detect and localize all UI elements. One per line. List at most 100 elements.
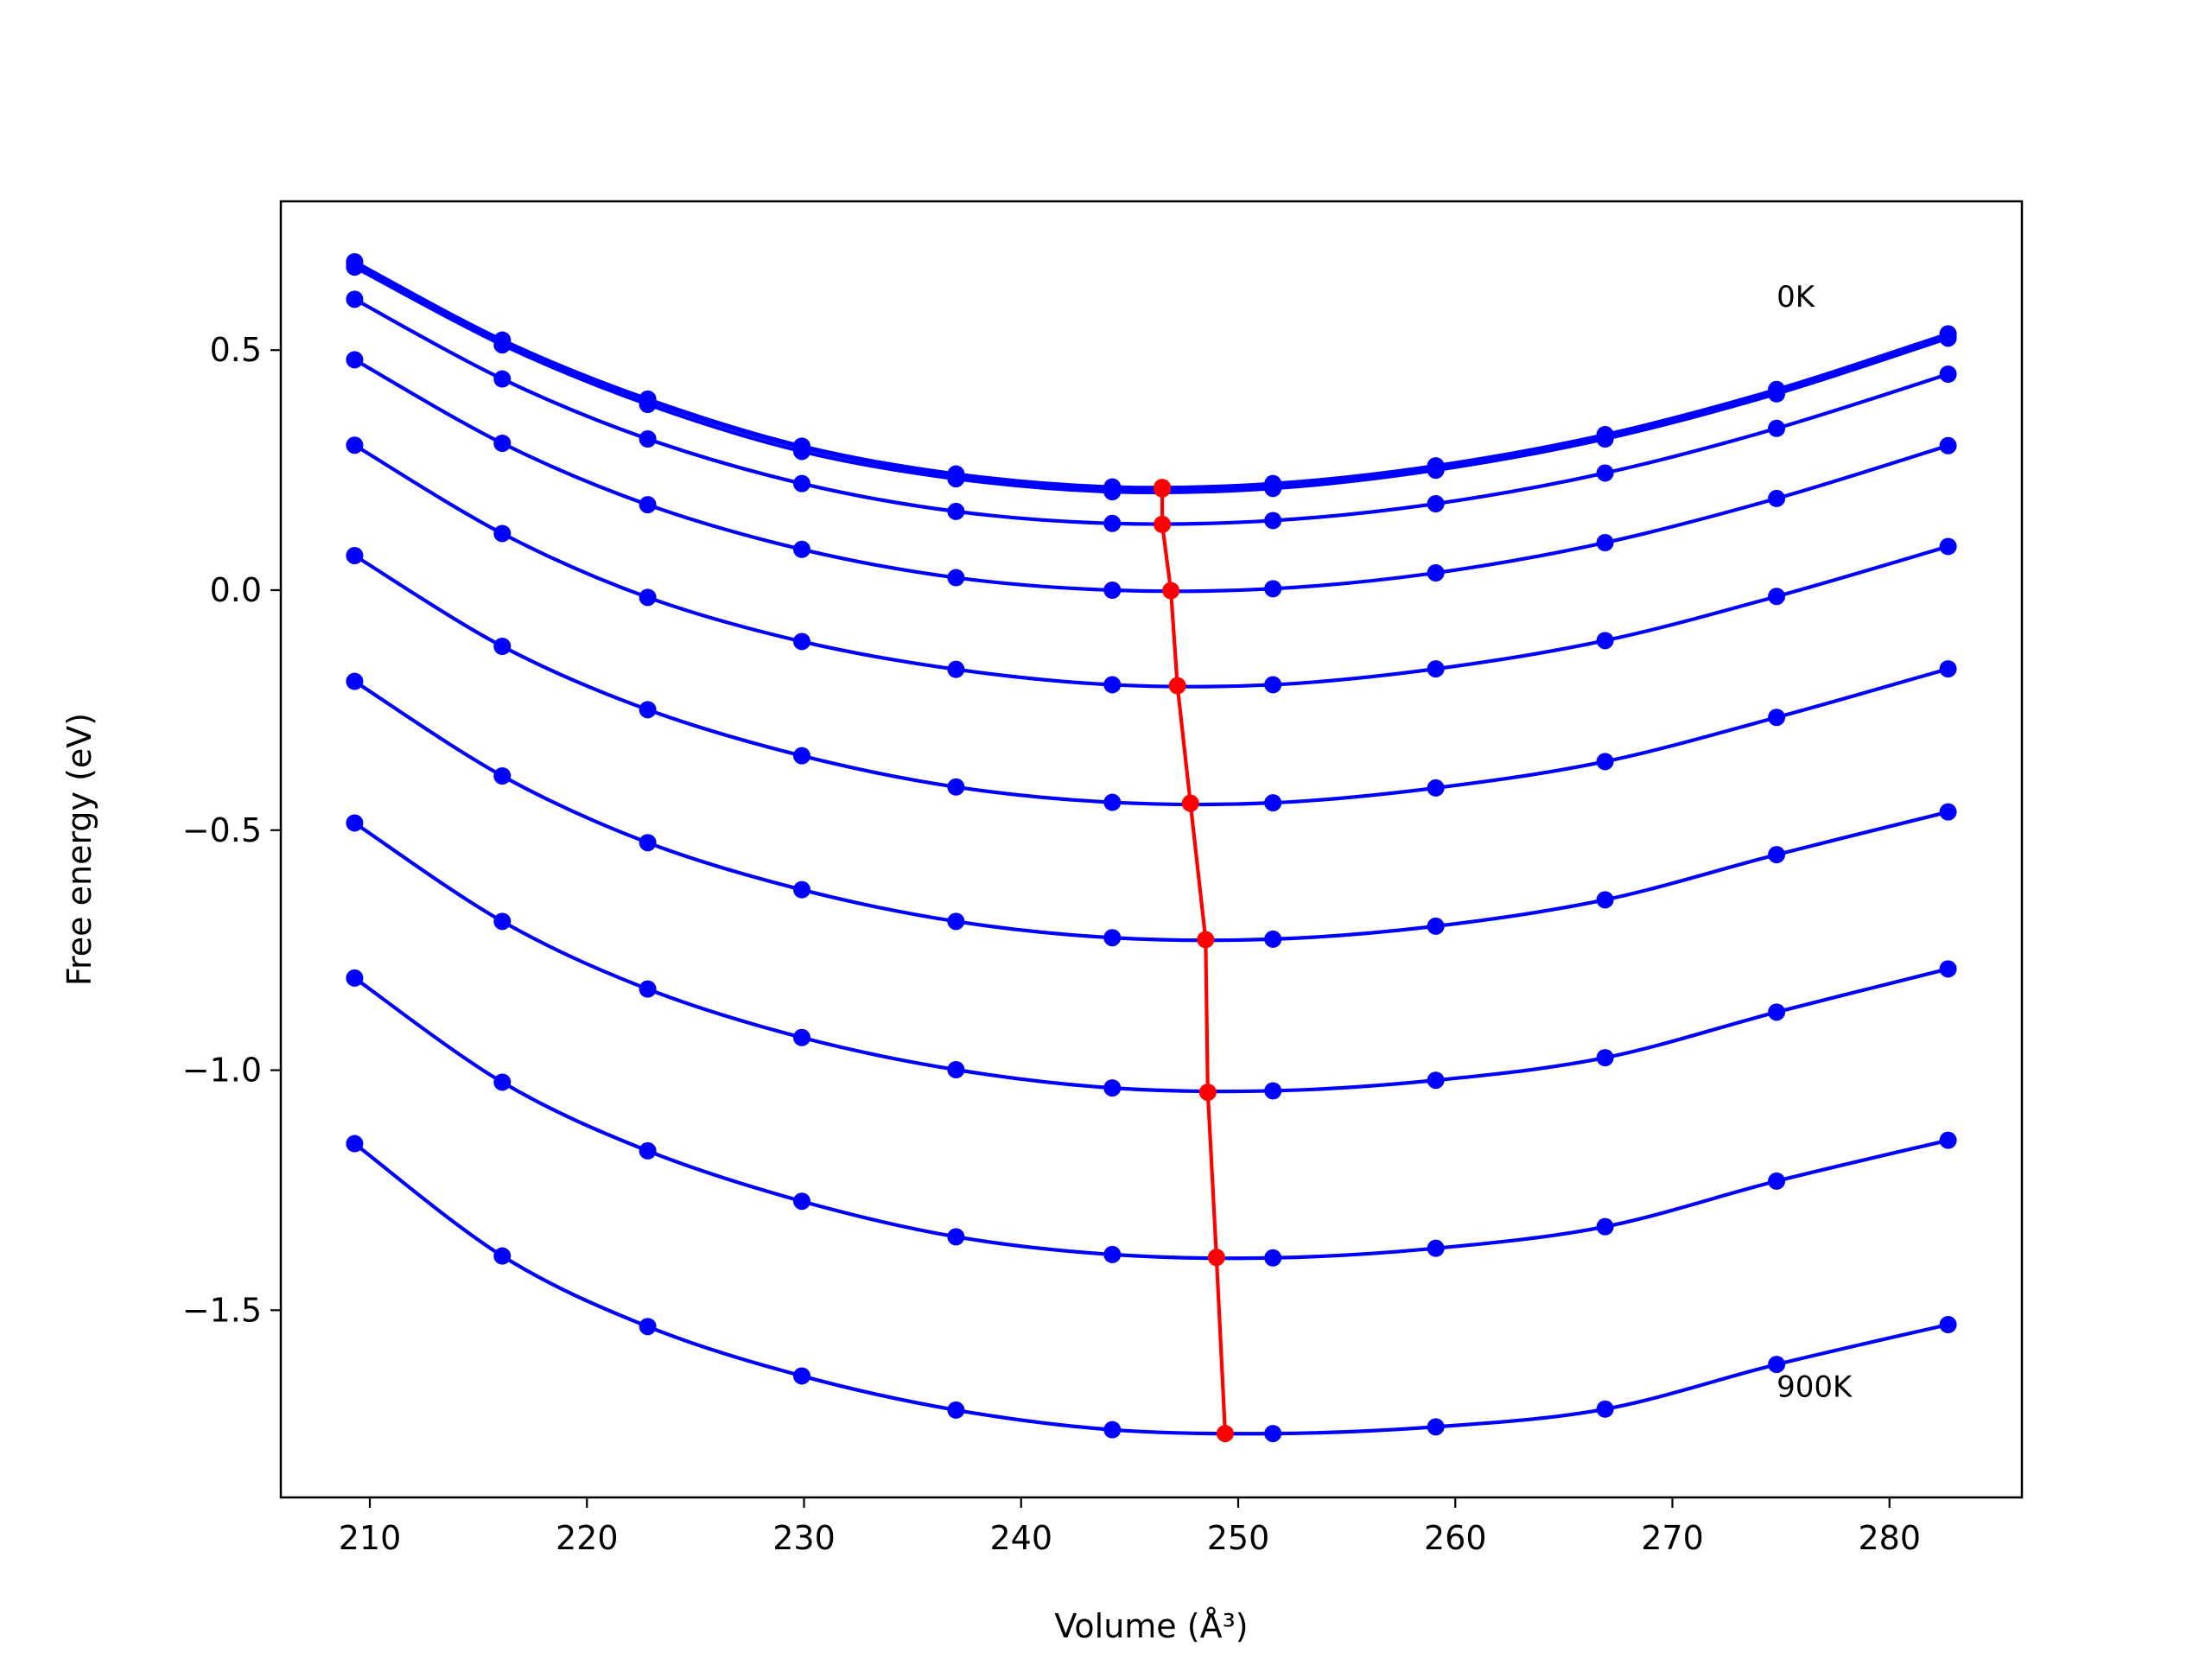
series-2-point-5 [1103, 483, 1122, 501]
series-3-point-1 [493, 370, 512, 388]
series-3-point-2 [639, 430, 657, 448]
series-3-point-3 [792, 474, 810, 493]
series-9-point-3 [792, 1192, 810, 1211]
minimum-line [1160, 487, 1228, 1434]
y-tick-label-0: −1.5 [182, 1291, 262, 1329]
series-7-point-6 [1264, 930, 1282, 948]
series-8-point-3 [792, 1028, 810, 1046]
series-4-point-2 [639, 496, 657, 514]
series-5-point-4 [947, 660, 965, 678]
x-axis-ticks: 210 220 230 240 250 260 270 280 [339, 1497, 1921, 1557]
series-4-point-8 [1596, 534, 1614, 551]
series-3-point-6 [1264, 512, 1282, 530]
minimum-point-2 [1154, 515, 1172, 533]
series-4-point-3 [792, 540, 810, 558]
series-8-point-5 [1103, 1079, 1122, 1097]
series-6-point-0 [346, 547, 364, 564]
series-2-point-3 [792, 442, 810, 461]
series-3-point-7 [1427, 495, 1445, 512]
series-6-point-3 [792, 747, 810, 765]
series-4-point-6 [1264, 580, 1282, 598]
series-3-point-5 [1103, 514, 1122, 532]
series-8-point-7 [1427, 1071, 1445, 1090]
series-3-point-4 [947, 502, 965, 520]
series-9-point-8 [1596, 1217, 1614, 1236]
series-10-point-8 [1596, 1400, 1614, 1418]
series-3-point-10 [1939, 365, 1957, 383]
series-8-point-4 [947, 1061, 965, 1078]
series-3-point-0 [346, 290, 364, 308]
series-5-point-8 [1596, 632, 1614, 650]
series-10-point-9 [1768, 1356, 1786, 1374]
minimum-point-9 [1216, 1425, 1234, 1443]
series-line-7 [353, 679, 1949, 943]
x-tick-label-270: 270 [1641, 1519, 1704, 1557]
minimum-point-4 [1168, 677, 1186, 695]
series-5-point-1 [493, 524, 512, 543]
series-10-point-4 [947, 1401, 965, 1419]
series-7-point-0 [346, 672, 364, 690]
series-line-10 [353, 1141, 1949, 1436]
series-5-point-7 [1427, 660, 1445, 678]
series-6-point-1 [493, 638, 512, 655]
minimum-point-6 [1197, 931, 1215, 949]
series-7-point-10 [1939, 803, 1957, 821]
y-tick-label-2: −0.5 [182, 811, 262, 849]
series-10-point-0 [346, 1135, 364, 1153]
curves-layer [346, 253, 1957, 1443]
series-7-point-8 [1596, 891, 1614, 909]
series-4-point-4 [947, 569, 965, 587]
series-10-point-5 [1103, 1421, 1122, 1439]
annotation-900k: 900K [1777, 1370, 1853, 1404]
series-10-point-1 [493, 1247, 512, 1265]
series-10-point-10 [1939, 1316, 1957, 1333]
series-5-point-6 [1264, 676, 1282, 694]
minimum-point-1 [1154, 480, 1172, 498]
series-line-8 [353, 821, 1949, 1094]
series-6-point-6 [1264, 794, 1282, 812]
series-7-point-2 [639, 834, 657, 852]
series-7-point-7 [1427, 917, 1445, 935]
series-8-point-1 [493, 912, 512, 931]
series-6-point-9 [1768, 709, 1786, 727]
annotation-0k: 0K [1777, 280, 1816, 315]
series-8-point-0 [346, 814, 364, 832]
series-5-point-0 [346, 436, 364, 454]
series-9-point-6 [1264, 1249, 1282, 1267]
series-8-point-10 [1939, 960, 1957, 978]
series-2-point-9 [1768, 385, 1786, 403]
series-6-point-4 [947, 778, 965, 796]
x-tick-label-240: 240 [989, 1519, 1052, 1557]
series-2-point-4 [947, 470, 965, 488]
minimum-point-7 [1198, 1084, 1217, 1102]
series-5-point-9 [1768, 588, 1786, 606]
series-8-point-9 [1768, 1003, 1786, 1021]
series-6-point-10 [1939, 660, 1957, 678]
series-4-point-1 [493, 435, 512, 452]
series-line-0 [353, 260, 1949, 490]
y-axis-label: Free energy (eV) [60, 713, 99, 986]
series-7-point-3 [792, 880, 810, 899]
x-tick-label-250: 250 [1207, 1519, 1270, 1557]
series-2-point-0 [346, 258, 364, 276]
series-line-9 [353, 976, 1949, 1261]
series-10-point-3 [792, 1367, 810, 1385]
series-9-point-4 [947, 1228, 965, 1246]
series-2-point-1 [493, 336, 512, 354]
series-7-point-1 [493, 767, 512, 785]
series-5-point-5 [1103, 676, 1122, 694]
x-tick-label-210: 210 [339, 1519, 402, 1557]
series-4-point-7 [1427, 564, 1445, 582]
series-6-point-8 [1596, 753, 1614, 771]
series-4-point-5 [1103, 582, 1122, 599]
series-9-point-9 [1768, 1172, 1786, 1190]
x-tick-label-260: 260 [1424, 1519, 1487, 1557]
series-6-point-2 [639, 701, 657, 719]
series-9-point-10 [1939, 1131, 1957, 1149]
plot-frame [279, 200, 2024, 1499]
minimum-line-layer [1154, 479, 1234, 1443]
x-tick-label-230: 230 [772, 1519, 836, 1557]
series-9-point-7 [1427, 1239, 1445, 1257]
series-9-point-0 [346, 969, 364, 987]
